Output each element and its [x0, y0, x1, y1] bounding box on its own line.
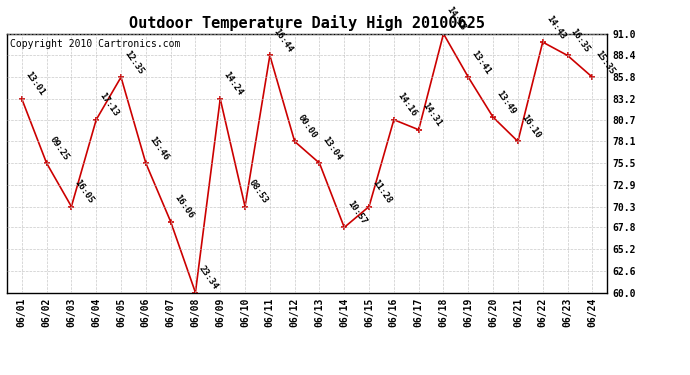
Text: 17:13: 17:13 — [97, 91, 120, 118]
Text: 13:49: 13:49 — [495, 88, 518, 116]
Text: 16:35: 16:35 — [569, 27, 592, 54]
Text: 13:01: 13:01 — [23, 70, 46, 98]
Text: Copyright 2010 Cartronics.com: Copyright 2010 Cartronics.com — [10, 39, 180, 49]
Text: 14:16: 14:16 — [395, 91, 418, 118]
Text: 00:00: 00:00 — [296, 113, 319, 140]
Text: 15:35: 15:35 — [593, 49, 616, 76]
Text: 16:10: 16:10 — [520, 113, 542, 140]
Text: 23:34: 23:34 — [197, 264, 219, 291]
Text: 14:58: 14:58 — [445, 5, 468, 32]
Text: 08:53: 08:53 — [246, 178, 269, 205]
Text: 09:25: 09:25 — [48, 135, 71, 162]
Text: 16:05: 16:05 — [72, 178, 96, 205]
Text: 16:44: 16:44 — [271, 27, 294, 54]
Text: 10:57: 10:57 — [346, 199, 368, 226]
Text: 13:41: 13:41 — [470, 49, 493, 76]
Text: 15:46: 15:46 — [147, 135, 170, 162]
Text: 14:43: 14:43 — [544, 13, 567, 41]
Text: 14:31: 14:31 — [420, 101, 443, 128]
Text: 12:35: 12:35 — [122, 49, 145, 76]
Text: 16:06: 16:06 — [172, 193, 195, 220]
Text: 13:04: 13:04 — [321, 135, 344, 162]
Title: Outdoor Temperature Daily High 20100625: Outdoor Temperature Daily High 20100625 — [129, 15, 485, 31]
Text: 14:24: 14:24 — [221, 70, 244, 98]
Text: 11:28: 11:28 — [371, 178, 393, 205]
